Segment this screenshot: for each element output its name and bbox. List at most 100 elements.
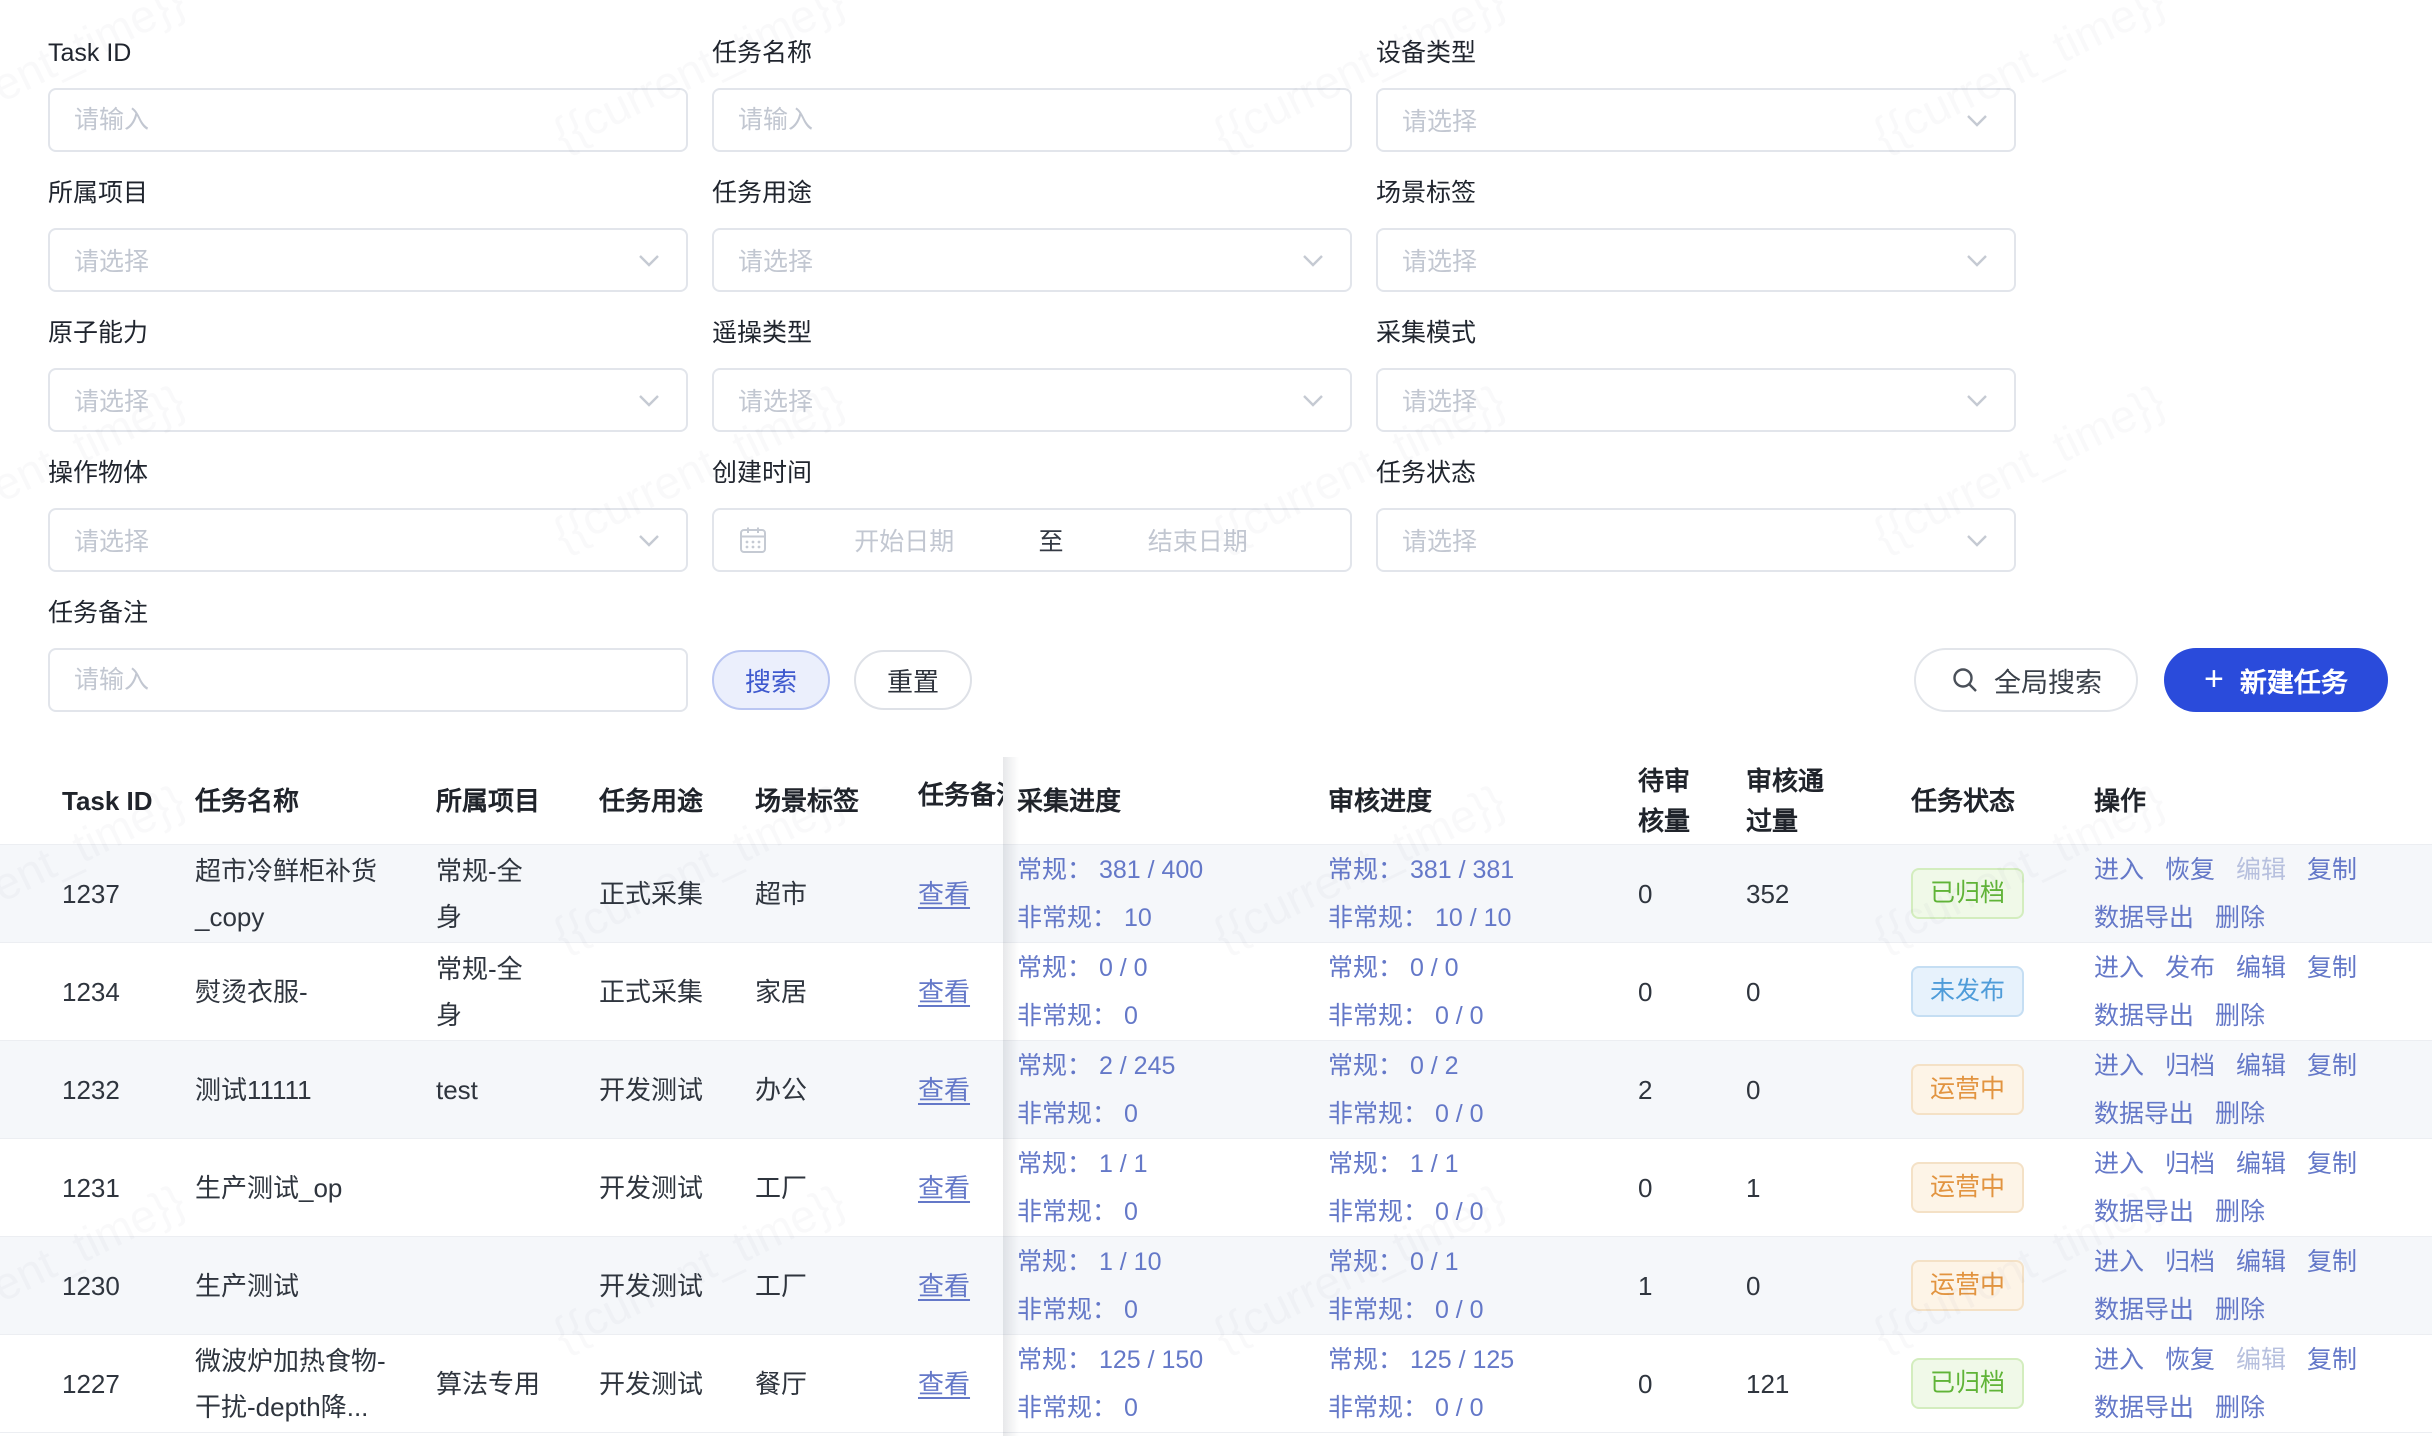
action-edit-link[interactable]: 编辑 [2236, 953, 2287, 982]
create-time-range-picker[interactable]: 开始日期 至 结束日期 [712, 508, 1352, 572]
action-delete-link[interactable]: 删除 [2215, 1197, 2266, 1226]
filter-field-create-time: 创建时间 开始日期 至 结束日期 [712, 460, 1352, 572]
view-remark-link[interactable]: 查看 [918, 1368, 971, 1399]
view-remark-link[interactable]: 查看 [918, 1074, 971, 1105]
cell-scene-tag: 工厂 [755, 1172, 808, 1203]
action-export-link[interactable]: 数据导出 [2094, 1197, 2195, 1226]
status-badge: 已归档 [1911, 868, 2025, 919]
cell-purpose: 开发测试 [599, 1172, 704, 1203]
operate-object-select[interactable]: 请选择 [48, 508, 688, 572]
table-row: 1232 测试11111 test 开发测试 办公 查看 常规： 2 / 245… [0, 1041, 2432, 1139]
row-actions: 进入 恢复 编辑 复制 数据导出 删除 [2094, 1336, 2379, 1432]
chevron-down-icon [1967, 535, 1987, 547]
cell-pending-count: 0 [1638, 976, 1653, 1007]
collect-irregular: 非常规： 10 [1017, 903, 1152, 932]
action-export-link[interactable]: 数据导出 [2094, 1295, 2195, 1324]
action-delete-link[interactable]: 删除 [2215, 1295, 2266, 1324]
collect-irregular: 非常规： 0 [1017, 1295, 1138, 1324]
action-copy-link[interactable]: 复制 [2307, 1345, 2358, 1374]
cell-scene-tag: 工厂 [755, 1270, 808, 1301]
create-task-button[interactable]: + 新建任务 [2164, 648, 2388, 712]
col-scene-tag: 场景标签 [755, 785, 860, 816]
action-archive-link[interactable]: 归档 [2165, 1247, 2216, 1276]
cell-task-id: 1231 [62, 1172, 120, 1203]
scene-tag-select[interactable]: 请选择 [1376, 228, 2016, 292]
action-delete-link[interactable]: 删除 [2215, 1393, 2266, 1422]
collect-mode-select[interactable]: 请选择 [1376, 368, 2016, 432]
task-status-select[interactable]: 请选择 [1376, 508, 2016, 572]
task-name-input[interactable] [712, 88, 1352, 152]
action-enter-link[interactable]: 进入 [2094, 953, 2145, 982]
filter-field-purpose: 任务用途 请选择 [712, 180, 1352, 292]
action-enter-link[interactable]: 进入 [2094, 1051, 2145, 1080]
cell-project: 算法专用 [436, 1368, 541, 1399]
end-date-placeholder[interactable]: 结束日期 [1147, 528, 1248, 556]
col-approved-count: 审核通过量 [1746, 765, 1825, 836]
project-select[interactable]: 请选择 [48, 228, 688, 292]
review-regular: 常规： 0 / 2 [1328, 1051, 1459, 1080]
action-restore-link[interactable]: 恢复 [2165, 1345, 2216, 1374]
action-edit-link[interactable]: 编辑 [2236, 1051, 2287, 1080]
action-publish-link[interactable]: 发布 [2165, 953, 2216, 982]
cell-purpose: 正式采集 [599, 878, 704, 909]
filter-field-scene-tag: 场景标签 请选择 [1376, 180, 2016, 292]
cell-review-progress: 常规： 125 / 125 非常规： 0 / 0 [1328, 1336, 1638, 1432]
col-actions: 操作 [2094, 785, 2147, 816]
action-archive-link[interactable]: 归档 [2165, 1051, 2216, 1080]
action-export-link[interactable]: 数据导出 [2094, 903, 2195, 932]
cell-task-id: 1237 [62, 878, 120, 909]
action-export-link[interactable]: 数据导出 [2094, 1099, 2195, 1128]
purpose-select[interactable]: 请选择 [712, 228, 1352, 292]
action-edit-link[interactable]: 编辑 [2236, 1247, 2287, 1276]
action-export-link[interactable]: 数据导出 [2094, 1393, 2195, 1422]
row-actions: 进入 恢复 编辑 复制数据导出 删除 [2094, 846, 2379, 942]
start-date-placeholder[interactable]: 开始日期 [854, 528, 955, 556]
action-copy-link[interactable]: 复制 [2307, 953, 2358, 982]
action-archive-link[interactable]: 归档 [2165, 1149, 2216, 1178]
view-remark-link[interactable]: 查看 [918, 878, 971, 909]
action-delete-link[interactable]: 删除 [2215, 903, 2266, 932]
device-type-select[interactable]: 请选择 [1376, 88, 2016, 152]
atomic-capability-select[interactable]: 请选择 [48, 368, 688, 432]
task-remark-input[interactable] [48, 648, 688, 712]
action-delete-link[interactable]: 删除 [2215, 1099, 2266, 1128]
collect-regular: 常规： 1 / 1 [1017, 1149, 1148, 1178]
action-copy-link[interactable]: 复制 [2307, 1247, 2358, 1276]
cell-approved-count: 1 [1746, 1172, 1761, 1203]
cell-purpose: 开发测试 [599, 1074, 704, 1105]
action-restore-link[interactable]: 恢复 [2165, 855, 2216, 884]
chevron-down-icon [639, 255, 659, 267]
action-enter-link[interactable]: 进入 [2094, 855, 2145, 884]
col-task-id: Task ID [62, 785, 153, 816]
search-button[interactable]: 搜索 [712, 650, 830, 710]
task-id-input[interactable] [48, 88, 688, 152]
action-delete-link[interactable]: 删除 [2215, 1001, 2266, 1030]
table-row: 1234 熨烫衣服- 常规-全身 正式采集 家居 查看 常规： 0 / 0 非常… [0, 943, 2432, 1041]
toolbar: 全局搜索 + 新建任务 [1914, 648, 2388, 712]
action-edit-link: 编辑 [2236, 855, 2287, 884]
cell-approved-count: 0 [1746, 1074, 1761, 1105]
action-export-link[interactable]: 数据导出 [2094, 1001, 2195, 1030]
col-remark: 任务备注 [918, 780, 1003, 810]
chevron-down-icon [1303, 395, 1323, 407]
action-edit-link[interactable]: 编辑 [2236, 1149, 2287, 1178]
reset-button[interactable]: 重置 [854, 650, 972, 710]
global-search-button[interactable]: 全局搜索 [1914, 648, 2138, 712]
action-copy-link[interactable]: 复制 [2307, 1149, 2358, 1178]
teleop-type-select[interactable]: 请选择 [712, 368, 1352, 432]
action-enter-link[interactable]: 进入 [2094, 1149, 2145, 1178]
action-copy-link[interactable]: 复制 [2307, 1051, 2358, 1080]
view-remark-link[interactable]: 查看 [918, 1270, 971, 1301]
review-regular: 常规： 381 / 381 [1328, 855, 1515, 884]
view-remark-link[interactable]: 查看 [918, 976, 971, 1007]
cell-collect-progress: 常规： 1 / 1 非常规： 0 [1017, 1140, 1328, 1236]
review-irregular: 非常规： 0 / 0 [1328, 1099, 1484, 1128]
cell-collect-progress: 常规： 125 / 150 非常规： 0 [1017, 1336, 1328, 1432]
action-enter-link[interactable]: 进入 [2094, 1247, 2145, 1276]
cell-scene-tag: 餐厅 [755, 1368, 808, 1399]
chevron-down-icon [1967, 115, 1987, 127]
action-copy-link[interactable]: 复制 [2307, 855, 2358, 884]
action-enter-link[interactable]: 进入 [2094, 1345, 2145, 1374]
view-remark-link[interactable]: 查看 [918, 1172, 971, 1203]
